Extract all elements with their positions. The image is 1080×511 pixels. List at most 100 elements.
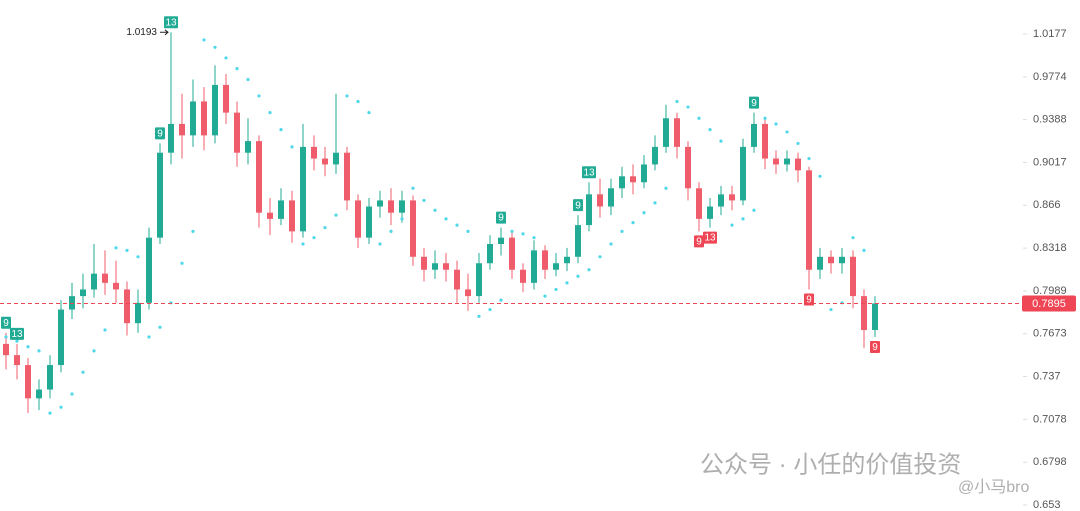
td-label: 9 <box>696 237 702 248</box>
sar-dot <box>235 67 239 71</box>
candle-body <box>388 200 394 213</box>
td-label: 13 <box>583 167 595 178</box>
candle-body <box>91 273 97 290</box>
sar-dot <box>400 217 404 221</box>
y-tick-label: 0.7673 <box>1033 328 1067 340</box>
candle-body <box>476 263 482 297</box>
candle-body <box>663 118 669 147</box>
sar-dot <box>664 186 668 190</box>
candle-body <box>641 164 647 183</box>
td-label: 13 <box>11 329 23 340</box>
candle-body <box>619 176 625 189</box>
candle-body <box>113 282 119 290</box>
candle-body <box>3 343 9 356</box>
sar-dot <box>59 405 63 409</box>
y-tick-label: 0.866 <box>1033 199 1061 211</box>
candle-body <box>234 112 240 153</box>
sar-dot <box>125 248 129 252</box>
sar-dot <box>191 229 195 233</box>
current-price-label: 0.7895 <box>1032 298 1066 310</box>
y-tick-label: 0.9774 <box>1033 71 1067 83</box>
sar-dot <box>180 261 184 265</box>
y-tick-label: 0.9388 <box>1033 114 1067 126</box>
sar-dot <box>257 94 261 98</box>
candle-body <box>806 170 812 270</box>
y-tick-label: 1.0177 <box>1033 28 1067 40</box>
sar-dot <box>323 226 327 230</box>
y-tick-label: 0.7078 <box>1033 413 1067 425</box>
candle-body <box>696 188 702 219</box>
candle-body <box>740 146 746 201</box>
candle-body <box>190 101 196 136</box>
sar-dot <box>521 232 525 236</box>
sar-dot <box>147 335 151 339</box>
sar-dot <box>653 201 657 205</box>
candle-body <box>58 309 64 366</box>
candle-body <box>608 188 614 207</box>
candle-body <box>872 303 878 331</box>
sar-dot <box>15 339 19 343</box>
candle-body <box>553 263 559 270</box>
plot <box>0 32 1022 415</box>
sar-dot <box>609 242 613 246</box>
sar-dot <box>334 213 338 217</box>
sar-dot <box>543 294 547 298</box>
candle-body <box>498 237 504 245</box>
sar-dot <box>818 174 822 178</box>
sar-dot <box>807 156 811 161</box>
candle-body <box>14 355 20 366</box>
td-label: 9 <box>157 129 163 140</box>
sar-dot <box>92 349 96 353</box>
candle-body <box>289 200 295 232</box>
sar-dot <box>510 229 514 233</box>
sar-dot <box>26 345 30 349</box>
candle-body <box>322 158 328 165</box>
candle-body <box>223 84 229 113</box>
candle-body <box>520 269 526 283</box>
candle-body <box>245 141 251 153</box>
candle-body <box>377 200 383 207</box>
candle-body <box>366 206 372 238</box>
sar-dot <box>389 229 393 233</box>
sar-dot <box>48 411 52 415</box>
sar-dot <box>708 128 712 132</box>
candle-body <box>707 206 713 219</box>
candle-body <box>542 250 548 270</box>
td-badge <box>573 199 583 212</box>
sar-dot <box>356 99 360 104</box>
current-price-badge <box>1022 295 1076 312</box>
candle-body <box>278 200 284 219</box>
candle-body <box>80 289 86 297</box>
sar-dot <box>103 328 107 332</box>
candle-body <box>102 273 108 283</box>
sar-dot <box>697 116 701 120</box>
candle-body <box>69 296 75 310</box>
td-badge <box>1 316 11 329</box>
sar-dot <box>81 370 85 374</box>
sar-dot <box>367 111 371 115</box>
sar-dot <box>37 349 41 353</box>
candle-body <box>465 289 471 297</box>
candle-body <box>652 146 658 165</box>
sar-dot <box>158 325 162 329</box>
sar-dot <box>488 307 492 312</box>
td-label: 9 <box>575 200 581 211</box>
sar-dot <box>433 208 437 212</box>
candle-body <box>124 289 130 324</box>
candle-body <box>487 244 493 264</box>
td-label: 9 <box>806 295 812 306</box>
td-label: 9 <box>3 318 9 329</box>
candle-body <box>344 152 350 201</box>
candle-body <box>454 269 460 290</box>
sar-dot <box>532 236 536 240</box>
sar-dot <box>477 314 481 318</box>
candle-body <box>157 152 163 238</box>
candle-body <box>828 256 834 264</box>
candle-body <box>784 158 790 165</box>
candle-body <box>179 123 185 136</box>
y-tick-label: 0.6798 <box>1033 456 1067 468</box>
overlay: 1.0177 0.9774 0.9388 0.9017 0.866 0.8318 0.798… <box>1 16 1076 511</box>
candle-body <box>410 200 416 257</box>
sar-dot <box>631 221 635 225</box>
td-badge <box>496 211 506 224</box>
